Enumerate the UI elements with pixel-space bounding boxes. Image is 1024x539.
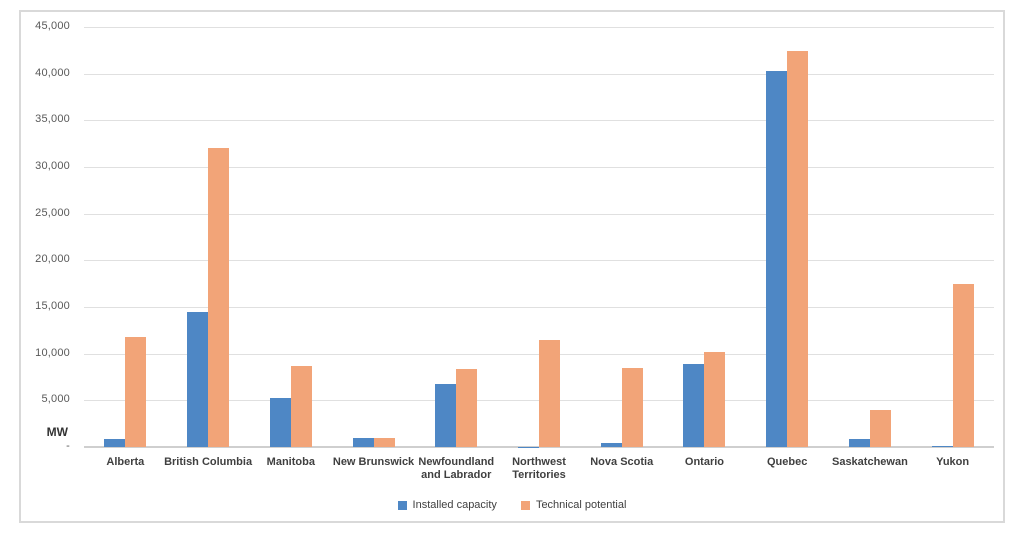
x-category-label: British Columbia: [164, 456, 253, 468]
bar-technical-potential: [869, 409, 891, 447]
bar-technical-potential: [208, 148, 230, 447]
y-tick-label: 20,000: [35, 253, 70, 266]
bar-installed-capacity: [352, 438, 374, 447]
y-tick-label: 25,000: [35, 206, 70, 219]
bar-installed-capacity: [766, 70, 788, 447]
legend: Installed capacity Technical potential: [21, 499, 1003, 511]
x-category-label: Quebec: [766, 456, 808, 468]
x-category-label: Northwest Territories: [512, 456, 566, 481]
x-category-label: Nova Scotia: [590, 456, 654, 468]
bar-installed-capacity: [269, 397, 291, 447]
bar-technical-potential: [539, 339, 560, 447]
gridline: [84, 120, 994, 122]
y-tick-label: 35,000: [35, 113, 70, 126]
y-tick-label: 10,000: [35, 346, 70, 359]
gridline: [84, 27, 994, 28]
gridline: [84, 260, 994, 262]
bar-installed-capacity: [931, 446, 953, 447]
gridline: [84, 307, 994, 308]
bar-installed-capacity: [600, 443, 622, 447]
bar-technical-potential: [621, 367, 643, 447]
y-tick-label: -: [66, 440, 70, 452]
bar-installed-capacity: [104, 438, 126, 447]
gridline: [84, 167, 994, 168]
x-category-label: New Brunswick: [332, 456, 415, 468]
y-tick-label: 5,000: [41, 393, 70, 406]
bar-technical-potential: [373, 438, 395, 447]
x-category-label: Alberta: [106, 456, 145, 468]
bar-technical-potential: [952, 283, 974, 447]
x-category-label: Ontario: [684, 456, 725, 468]
legend-item-technical-potential: Technical potential: [520, 499, 627, 511]
y-tick-label: 45,000: [35, 20, 70, 32]
y-tick-label: 40,000: [35, 66, 70, 79]
bar-installed-capacity: [435, 383, 457, 447]
bar-installed-capacity: [848, 438, 870, 447]
x-category-label: Yukon: [936, 456, 970, 468]
bar-installed-capacity: [683, 363, 705, 447]
x-axis-line: [84, 446, 994, 448]
legend-swatch-technical-potential: [520, 500, 530, 510]
bar-installed-capacity: [187, 311, 209, 447]
legend-swatch-installed-capacity: [397, 500, 407, 510]
legend-label-technical-potential: Technical potential: [535, 499, 627, 511]
bar-technical-potential: [787, 51, 809, 447]
x-category-label: Newfoundland and Labrador: [418, 456, 495, 481]
y-tick-label: 30,000: [35, 160, 70, 172]
chart-frame: MW Installed capacity Technical potentia…: [19, 10, 1005, 523]
x-category-label: Saskatchewan: [831, 456, 908, 468]
x-category-label: Manitoba: [266, 456, 315, 468]
bar-technical-potential: [704, 351, 726, 447]
legend-label-installed-capacity: Installed capacity: [412, 499, 497, 511]
legend-item-installed-capacity: Installed capacity: [397, 499, 497, 511]
gridline: [84, 213, 994, 215]
bar-technical-potential: [456, 368, 478, 447]
y-tick-label: 15,000: [35, 300, 70, 312]
y-axis-unit-label: MW: [46, 425, 68, 439]
bar-technical-potential: [125, 336, 147, 447]
bar-technical-potential: [290, 365, 312, 447]
gridline: [84, 73, 994, 75]
